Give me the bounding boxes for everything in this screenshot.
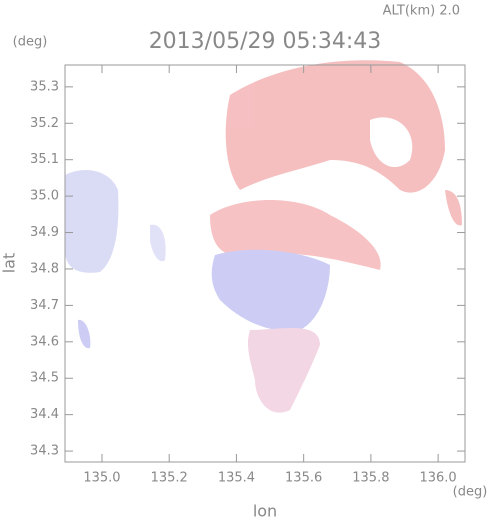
x-tick-label: 135.2 [151,471,188,486]
x-tick-label: 136.0 [419,471,456,486]
echo-field [65,60,462,413]
chart-title: 2013/05/29 05:34:43 [149,29,382,54]
y-tick-label: 34.7 [30,298,59,313]
echo-pink [445,190,462,226]
y-tick-label: 35.3 [30,79,59,94]
y-tick-label: 34.6 [30,334,59,349]
y-tick-label: 35.2 [30,116,59,131]
echo-blue [65,170,119,273]
x-tick-label: 135.4 [218,471,255,486]
echo-blue [211,249,330,331]
y-tick-label: 34.4 [30,407,59,422]
echo-blue [78,319,91,349]
x-tick-label: 135.0 [83,471,120,486]
altitude-label: ALT(km) 2.0 [383,4,460,19]
echo-mixed [247,328,320,413]
y-unit: (deg) [13,35,48,50]
x-tick-label: 135.8 [352,471,389,486]
y-tick-label: 34.8 [30,261,59,276]
y-tick-label: 34.9 [30,225,59,240]
y-axis-label: lat [0,253,19,274]
echo-pink [225,60,445,193]
y-tick-label: 34.5 [30,371,59,386]
x-unit: (deg) [453,485,488,500]
echo-blue [150,224,166,262]
axis-ticks: 135.0 135.2 135.4 135.6 135.8 136.0 34.3 34.4 34… [30,65,465,486]
y-tick-label: 35.0 [30,189,59,204]
plot-frame [64,64,466,463]
x-tick-label: 135.6 [285,471,322,486]
x-axis-label: lon [253,502,277,521]
echo-gap [370,117,413,168]
y-tick-label: 34.3 [30,444,59,459]
y-tick-label: 35.1 [30,152,59,167]
